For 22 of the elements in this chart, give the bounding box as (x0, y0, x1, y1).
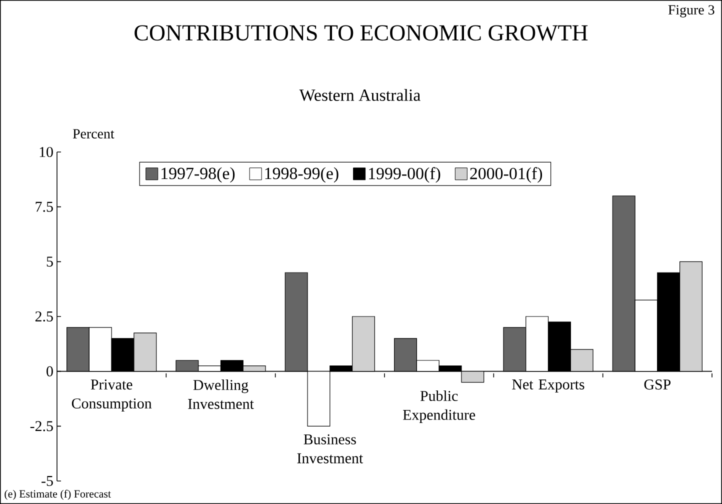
x-tick-label: GSP (644, 380, 671, 390)
x-tick-label: Private Consumption (72, 380, 152, 412)
legend-label: 1999-00(f) (369, 167, 440, 183)
x-tick-label: Net Exports (512, 380, 584, 393)
legend-label: 2000-01(f) (470, 167, 542, 183)
chart-title: CONTRIBUTIONS TO ECONOMIC GROWTH (134, 25, 588, 41)
y-axis-title: Percent (72, 129, 114, 138)
x-tick-label: Public Expenditure (403, 390, 476, 423)
caption: Figure 3 (668, 5, 714, 18)
y-tick-label: -2.5 (30, 421, 53, 432)
legend-label: 1998-99(e) (265, 167, 338, 183)
y-tick-label: 7.5 (36, 202, 53, 212)
y-tick-label: 0 (46, 366, 53, 376)
x-tick-label: Dwelling Investment (188, 380, 254, 409)
text: (e) Estimate (f) Forecast (4, 490, 111, 500)
chart-subtitle: Western Australia (299, 88, 420, 101)
y-tick-label: 5 (46, 256, 53, 267)
x-tick-label: Business Investment (297, 434, 364, 464)
y-tick-label: 2.5 (35, 311, 53, 322)
y-tick-label: 10 (40, 146, 53, 158)
y-tick-label: -5 (42, 476, 53, 486)
legend-label: 1997-98(e) (162, 167, 235, 183)
